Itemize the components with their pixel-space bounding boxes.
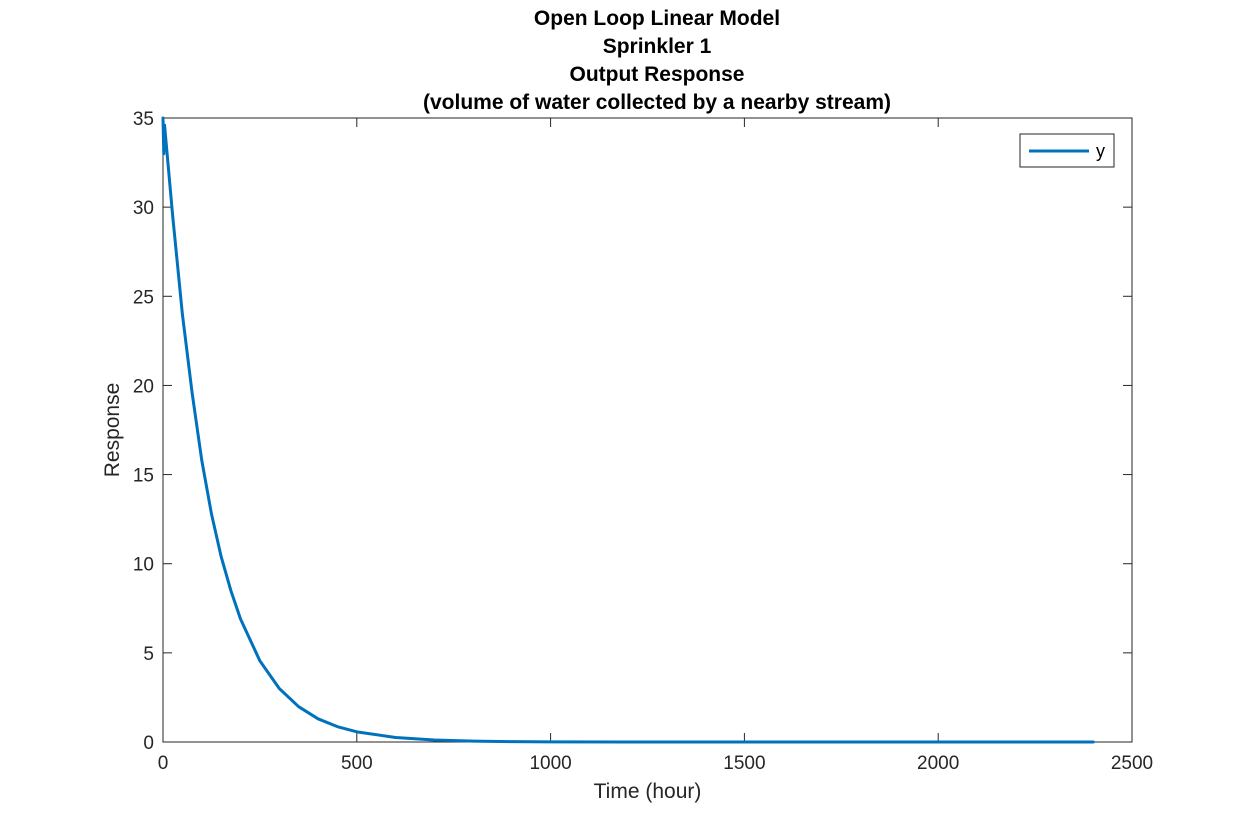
y-tick-label: 30 — [133, 198, 154, 219]
y-tick-label: 20 — [133, 376, 154, 397]
y-tick-label: 10 — [133, 555, 154, 576]
y-tick-label: 15 — [133, 466, 154, 487]
series-line-y — [161, 116, 1095, 744]
tick-marks — [162, 117, 1133, 743]
x-tick-label: 2500 — [1111, 753, 1153, 774]
x-axis-label: Time (hour) — [594, 780, 702, 803]
y-tick-label: 35 — [133, 109, 154, 130]
title-line: Output Response — [569, 63, 744, 86]
y-axis-label: Response — [101, 383, 124, 478]
y-tick-label: 25 — [133, 287, 154, 308]
axes-box — [162, 117, 1133, 743]
legend-label-y: y — [1096, 141, 1105, 161]
x-tick-label: 500 — [341, 753, 373, 774]
x-tick-label: 0 — [158, 753, 169, 774]
x-tick-label: 1000 — [529, 753, 571, 774]
y-tick-label: 5 — [143, 644, 154, 665]
chart-title: Open Loop Linear Model Sprinkler 1 Output … — [423, 7, 891, 114]
x-tick-labels: 0 500 1000 1500 2000 2500 — [158, 753, 1153, 774]
legend: y — [1019, 133, 1115, 168]
y-tick-label: 0 — [143, 733, 154, 754]
title-line: Sprinkler 1 — [603, 35, 712, 58]
x-tick-label: 2000 — [917, 753, 959, 774]
y-tick-labels: 0 5 10 15 20 25 30 35 — [133, 109, 154, 754]
x-tick-label: 1500 — [723, 753, 765, 774]
plot-area — [161, 116, 1133, 744]
series-group — [161, 116, 1095, 744]
title-line: (volume of water collected by a nearby s… — [423, 91, 891, 114]
title-line: Open Loop Linear Model — [534, 7, 780, 30]
